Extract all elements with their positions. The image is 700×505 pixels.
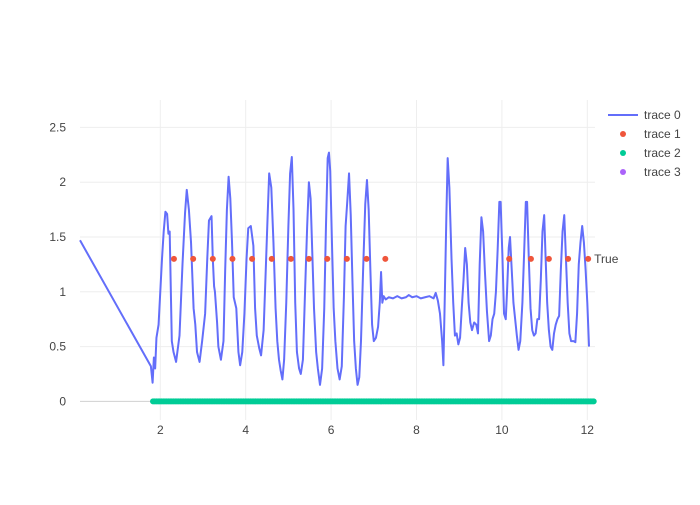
legend[interactable]: trace 0 trace 1 trace 2 trace 3 xyxy=(608,108,681,179)
legend-label: trace 2 xyxy=(644,146,681,160)
data-point-trace-1 xyxy=(249,255,256,262)
y-tick-label: 1 xyxy=(59,285,66,299)
data-point-trace-1 xyxy=(545,255,552,262)
data-point-trace-2 xyxy=(590,398,597,405)
y-tick-label: 2.5 xyxy=(49,120,66,134)
legend-label: trace 3 xyxy=(644,165,681,179)
data-point-trace-1 xyxy=(305,255,312,262)
data-point-trace-1 xyxy=(209,255,216,262)
x-tick-label: 6 xyxy=(328,423,335,437)
data-point-trace-1 xyxy=(585,255,592,262)
data-point-trace-1 xyxy=(565,255,572,262)
data-point-trace-1 xyxy=(190,255,197,262)
legend-label: trace 1 xyxy=(644,127,681,141)
data-point-trace-1 xyxy=(506,255,513,262)
y-tick-label: 2 xyxy=(59,175,66,189)
legend-item-trace-3[interactable]: trace 3 xyxy=(620,165,681,179)
data-point-trace-1 xyxy=(287,255,294,262)
y-tick-label: 1.5 xyxy=(49,230,66,244)
y-tick-label: 0.5 xyxy=(49,340,66,354)
legend-item-trace-1[interactable]: trace 1 xyxy=(620,127,681,141)
legend-label: trace 0 xyxy=(644,108,681,122)
data-point-trace-1 xyxy=(268,255,275,262)
legend-swatch-marker xyxy=(620,150,626,156)
legend-item-trace-0[interactable]: trace 0 xyxy=(608,108,681,122)
legend-swatch-marker xyxy=(620,131,626,137)
series-line-trace-0 xyxy=(79,151,591,386)
data-point-trace-1 xyxy=(324,255,331,262)
x-tick-label: 10 xyxy=(495,423,509,437)
axis-layer: 0 0.5 1 1.5 2 2.5 2 4 6 8 10 12 xyxy=(49,120,594,437)
y-tick-label: 0 xyxy=(59,394,66,408)
x-tick-label: 4 xyxy=(242,423,249,437)
x-tick-label: 8 xyxy=(413,423,420,437)
data-point-trace-1 xyxy=(527,255,534,262)
data-point-trace-1 xyxy=(382,255,389,262)
data-point-trace-1 xyxy=(170,255,177,262)
legend-swatch-marker xyxy=(620,169,626,175)
data-point-trace-1 xyxy=(229,255,236,262)
series-layer xyxy=(79,151,597,405)
x-tick-label: 12 xyxy=(581,423,595,437)
data-point-trace-1 xyxy=(363,255,370,262)
legend-item-trace-2[interactable]: trace 2 xyxy=(620,146,681,160)
x-tick-label: 2 xyxy=(157,423,164,437)
data-point-trace-1 xyxy=(343,255,350,262)
annotation-label: True xyxy=(594,252,619,266)
annotation-layer: True xyxy=(594,252,619,266)
